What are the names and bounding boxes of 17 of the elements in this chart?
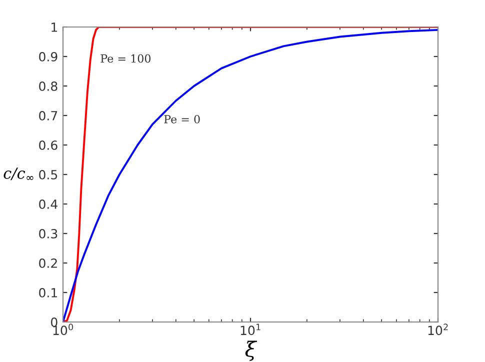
y-tick-label: 0.3 — [39, 228, 58, 238]
y-tick-label: 0 — [51, 317, 58, 327]
y-tick-label: 0.2 — [39, 258, 57, 268]
x-axis-title: ξ — [245, 340, 258, 361]
y-tick-label: 0.5 — [39, 170, 58, 180]
y-tick-label: 0.4 — [39, 199, 58, 209]
y-tick-label: 1 — [52, 22, 57, 32]
y-tick-label: 0.6 — [39, 140, 58, 150]
y-axis-title: c/c$_{∞}$ — [4, 168, 34, 180]
y-tick-label: 0.1 — [39, 288, 57, 298]
y-tick-label: 0.8 — [39, 81, 58, 91]
x-tick-label: 10$^{2}$ — [428, 324, 448, 336]
series-label: Pe = 0 — [164, 115, 200, 124]
x-tick-label: 10$^{1}$ — [240, 324, 260, 336]
y-tick-label: 0.7 — [39, 110, 58, 120]
series-label: Pe = 100 — [100, 54, 151, 63]
y-tick-label: 0.9 — [39, 52, 58, 62]
